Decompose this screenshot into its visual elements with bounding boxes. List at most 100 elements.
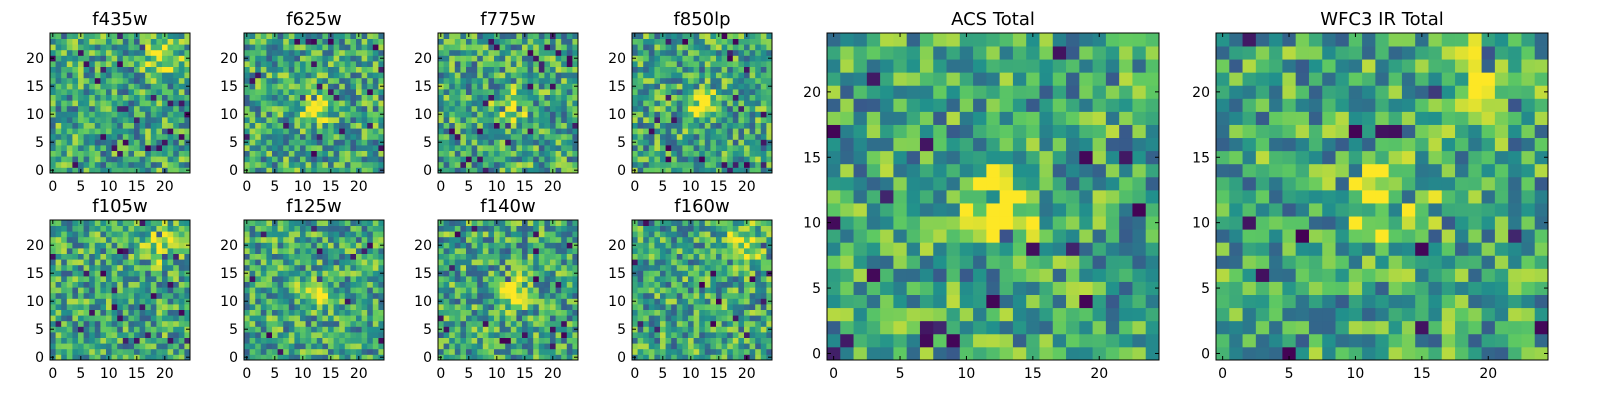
heatmap-cell <box>494 145 500 151</box>
heatmap-cell <box>643 49 650 56</box>
heatmap-cell <box>522 348 528 355</box>
heatmap-cell <box>538 33 545 39</box>
heatmap-cell <box>477 89 484 95</box>
heatmap-cell <box>744 320 750 327</box>
heatmap-cell <box>162 145 168 151</box>
heatmap-cell <box>94 298 101 305</box>
heatmap-cell <box>111 122 118 129</box>
heatmap-cell <box>316 72 323 79</box>
heatmap-cell <box>755 320 762 327</box>
heatmap-cell <box>244 128 250 135</box>
heatmap-cell <box>117 111 124 118</box>
heatmap-cell <box>106 348 112 355</box>
y-tick-label: 10 <box>26 107 44 123</box>
heatmap-cell <box>544 44 551 51</box>
heatmap-cell <box>522 128 528 135</box>
heatmap-cell <box>544 100 551 107</box>
heatmap-cell <box>466 145 472 151</box>
heatmap-cell <box>522 77 528 84</box>
heatmap-cell <box>322 236 329 243</box>
heatmap-cell <box>255 117 262 123</box>
heatmap-cell <box>350 270 357 277</box>
heatmap-cell <box>255 259 262 266</box>
heatmap-cell <box>732 287 739 294</box>
heatmap-cell <box>544 139 551 146</box>
heatmap-cell <box>744 66 750 73</box>
heatmap-cell <box>710 320 717 327</box>
heatmap-cell <box>260 111 267 118</box>
y-tick-label: 0 <box>229 350 238 366</box>
heatmap-cell <box>460 248 467 254</box>
heatmap-cell <box>333 117 340 123</box>
heatmap-cell <box>566 117 573 123</box>
heatmap-cell <box>660 139 666 146</box>
heatmap-cell <box>316 94 323 101</box>
heatmap-cell <box>654 287 661 294</box>
heatmap-cell <box>643 354 650 361</box>
heatmap-cell <box>83 150 90 157</box>
heatmap-cell <box>527 145 534 151</box>
heatmap-cell <box>632 72 638 79</box>
heatmap-cell <box>300 38 306 45</box>
heatmap-cell <box>744 117 750 123</box>
heatmap-cell <box>184 332 191 338</box>
heatmap-cell <box>72 33 79 39</box>
heatmap-cell <box>510 38 517 45</box>
heatmap-cell <box>300 161 306 168</box>
heatmap-cell <box>66 105 73 112</box>
heatmap-cell <box>139 38 146 45</box>
heatmap-cell <box>344 55 351 62</box>
heatmap-cell <box>572 44 579 51</box>
heatmap-cell <box>732 337 739 344</box>
heatmap-cell <box>305 100 312 107</box>
heatmap-cell <box>716 292 722 299</box>
heatmap-cell <box>322 167 329 174</box>
heatmap-cell <box>516 332 523 338</box>
heatmap-cell <box>50 304 56 310</box>
heatmap-cell <box>94 139 101 146</box>
heatmap-cell <box>78 49 84 56</box>
heatmap-cell <box>150 33 157 39</box>
heatmap-cell <box>510 33 517 39</box>
heatmap-cell <box>300 100 306 107</box>
heatmap-cell <box>716 343 722 350</box>
heatmap-cell <box>72 100 79 107</box>
heatmap-cell <box>454 139 461 146</box>
heatmap-cell <box>150 304 157 310</box>
heatmap-cell <box>316 77 323 84</box>
heatmap-cell <box>727 156 734 163</box>
heatmap-cell <box>50 61 56 67</box>
heatmap-cell <box>162 337 168 344</box>
heatmap-cell <box>454 348 461 355</box>
heatmap-cell <box>566 270 573 277</box>
heatmap-cell <box>156 220 163 226</box>
heatmap-cell <box>477 167 484 174</box>
heatmap-cell <box>50 287 56 294</box>
heatmap-cell <box>50 44 56 51</box>
heatmap-cell <box>173 225 180 232</box>
heatmap-cell <box>66 49 73 56</box>
heatmap-cell <box>322 139 329 146</box>
heatmap-cell <box>544 220 551 226</box>
heatmap-cell <box>488 343 495 350</box>
heatmap-cell <box>505 281 512 288</box>
heatmap-cell <box>55 49 62 56</box>
heatmap-cell <box>94 122 101 129</box>
heatmap-cell <box>755 343 762 350</box>
heatmap-cell <box>89 139 96 146</box>
heatmap-cell <box>367 33 374 39</box>
heatmap-cell <box>316 337 323 344</box>
heatmap-cell <box>438 77 444 84</box>
heatmap-cell <box>367 94 374 101</box>
heatmap-cell <box>300 242 306 249</box>
heatmap-cell <box>283 33 290 39</box>
heatmap-cell <box>305 225 312 232</box>
heatmap-cell <box>538 61 545 67</box>
heatmap-cell <box>55 44 62 51</box>
heatmap-cell <box>488 83 495 90</box>
heatmap-cell <box>738 304 745 310</box>
heatmap-cell <box>510 242 517 249</box>
heatmap-cell <box>178 133 185 140</box>
heatmap-cell <box>260 94 267 101</box>
heatmap-cell <box>721 276 728 282</box>
